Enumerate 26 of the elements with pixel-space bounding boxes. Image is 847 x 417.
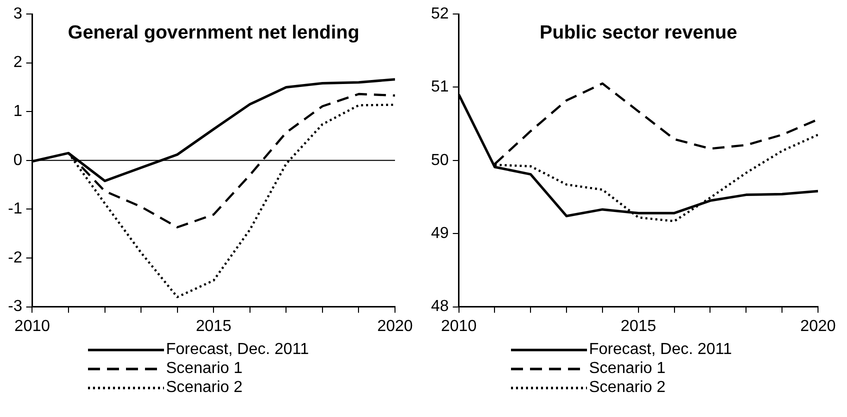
legend-label: Scenario 1 [589, 359, 666, 378]
x-tick-label: 2020 [800, 318, 836, 335]
y-tick-label: 51 [431, 78, 449, 96]
y-tick-label: 52 [431, 5, 449, 22]
y-tick-label: 3 [13, 5, 22, 22]
y-tick-label: 49 [431, 225, 449, 242]
x-tick-label: 2010 [14, 318, 50, 335]
y-tick-label: -2 [8, 249, 22, 266]
text: General government net lending [68, 22, 360, 44]
legend-label: Scenario 2 [166, 378, 242, 397]
legend-label: Forecast, Dec. 2011 [589, 340, 732, 359]
y-tick-label: 48 [431, 298, 449, 316]
y-tick-label: -1 [8, 200, 22, 218]
y-tick-label: 2 [13, 54, 22, 72]
y-tick-label: 50 [431, 152, 449, 169]
text: Public sector revenue [540, 22, 738, 44]
y-tick-label: -3 [8, 298, 22, 316]
legend-label: Scenario 1 [166, 359, 242, 378]
x-tick-label: 2015 [620, 318, 656, 335]
y-tick-label: 1 [13, 103, 22, 120]
y-tick-label: 0 [13, 152, 22, 169]
x-tick-label: 2010 [441, 318, 477, 335]
x-tick-label: 2015 [196, 318, 232, 335]
x-tick-label: 2020 [377, 318, 413, 335]
legend-label: Scenario 2 [589, 378, 666, 397]
legend-label: Forecast, Dec. 2011 [166, 340, 309, 359]
